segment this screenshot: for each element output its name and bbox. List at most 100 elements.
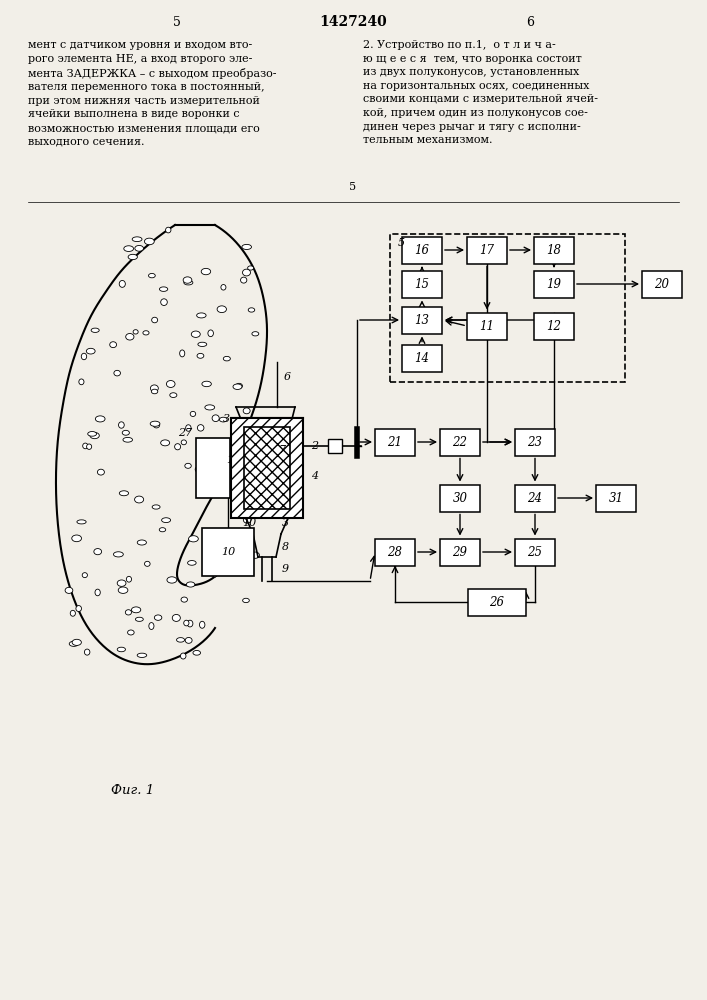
Ellipse shape <box>160 440 170 446</box>
Ellipse shape <box>247 266 254 270</box>
Bar <box>402 344 442 371</box>
Bar <box>515 538 555 566</box>
Text: 7: 7 <box>279 445 286 455</box>
Text: 9: 9 <box>281 564 288 574</box>
Ellipse shape <box>119 422 124 428</box>
Bar <box>467 236 507 263</box>
Ellipse shape <box>126 333 134 340</box>
Ellipse shape <box>190 411 196 416</box>
Ellipse shape <box>187 582 195 587</box>
Ellipse shape <box>128 254 137 260</box>
Ellipse shape <box>143 331 149 335</box>
Ellipse shape <box>136 617 144 621</box>
Ellipse shape <box>70 610 76 616</box>
Ellipse shape <box>187 620 193 627</box>
Ellipse shape <box>86 444 92 449</box>
Ellipse shape <box>91 328 99 332</box>
Bar <box>596 485 636 512</box>
Ellipse shape <box>132 607 141 613</box>
Bar <box>196 438 230 498</box>
Ellipse shape <box>251 552 259 558</box>
Text: 26: 26 <box>489 595 505 608</box>
Ellipse shape <box>118 587 128 593</box>
Text: 18: 18 <box>547 243 561 256</box>
Ellipse shape <box>98 469 105 475</box>
Ellipse shape <box>243 598 250 603</box>
Text: 22: 22 <box>452 436 467 448</box>
Ellipse shape <box>205 405 215 410</box>
Ellipse shape <box>192 331 200 337</box>
Bar <box>467 312 507 340</box>
Text: 29: 29 <box>452 546 467 558</box>
Ellipse shape <box>117 647 125 652</box>
Ellipse shape <box>150 421 160 426</box>
Ellipse shape <box>235 383 243 388</box>
Text: 1: 1 <box>226 455 233 465</box>
Bar <box>328 439 342 453</box>
Bar <box>468 588 526 615</box>
Ellipse shape <box>219 417 227 422</box>
Ellipse shape <box>197 313 206 318</box>
Ellipse shape <box>137 540 146 545</box>
Text: 16: 16 <box>414 243 429 256</box>
Bar <box>515 485 555 512</box>
Ellipse shape <box>123 437 132 442</box>
Text: 10: 10 <box>242 518 256 528</box>
Ellipse shape <box>132 237 142 242</box>
Text: 12: 12 <box>547 320 561 332</box>
Text: 17: 17 <box>479 243 494 256</box>
Ellipse shape <box>181 597 187 602</box>
Text: 23: 23 <box>527 436 542 448</box>
Ellipse shape <box>221 285 226 290</box>
Ellipse shape <box>217 306 226 313</box>
Ellipse shape <box>185 463 192 468</box>
Ellipse shape <box>71 535 81 542</box>
Ellipse shape <box>238 554 243 559</box>
Text: 15: 15 <box>414 277 429 290</box>
Ellipse shape <box>151 385 158 392</box>
Ellipse shape <box>81 353 87 360</box>
Text: 10: 10 <box>221 547 235 557</box>
Ellipse shape <box>184 620 189 626</box>
Ellipse shape <box>72 639 81 645</box>
Ellipse shape <box>162 518 170 523</box>
Ellipse shape <box>160 299 168 305</box>
Bar <box>231 418 303 518</box>
Ellipse shape <box>95 589 100 596</box>
Ellipse shape <box>197 425 204 431</box>
Ellipse shape <box>149 623 154 629</box>
Ellipse shape <box>82 573 88 578</box>
Ellipse shape <box>144 238 154 245</box>
Text: 27: 27 <box>177 428 192 438</box>
Ellipse shape <box>94 549 102 555</box>
Ellipse shape <box>154 615 162 620</box>
Text: Фиг. 1: Фиг. 1 <box>112 784 155 796</box>
Text: 5: 5 <box>349 182 356 192</box>
Ellipse shape <box>165 227 171 233</box>
Ellipse shape <box>243 269 250 276</box>
Ellipse shape <box>152 505 160 509</box>
Ellipse shape <box>197 353 204 358</box>
Text: 5: 5 <box>173 16 181 29</box>
Ellipse shape <box>212 415 219 422</box>
Ellipse shape <box>223 566 229 570</box>
Ellipse shape <box>233 423 242 430</box>
Ellipse shape <box>184 280 193 285</box>
Bar <box>534 312 574 340</box>
Ellipse shape <box>220 535 226 541</box>
Text: 3: 3 <box>281 518 288 528</box>
Ellipse shape <box>124 246 134 251</box>
Ellipse shape <box>151 389 158 394</box>
Text: 11: 11 <box>479 320 494 332</box>
Ellipse shape <box>76 606 81 612</box>
Ellipse shape <box>110 342 117 348</box>
Ellipse shape <box>180 653 186 659</box>
Bar <box>375 428 415 456</box>
Text: 8: 8 <box>281 542 288 552</box>
Ellipse shape <box>208 330 214 337</box>
Text: 19: 19 <box>547 277 561 290</box>
Text: 13: 13 <box>414 314 429 326</box>
Ellipse shape <box>199 621 205 628</box>
Ellipse shape <box>252 332 259 336</box>
Ellipse shape <box>248 430 256 437</box>
